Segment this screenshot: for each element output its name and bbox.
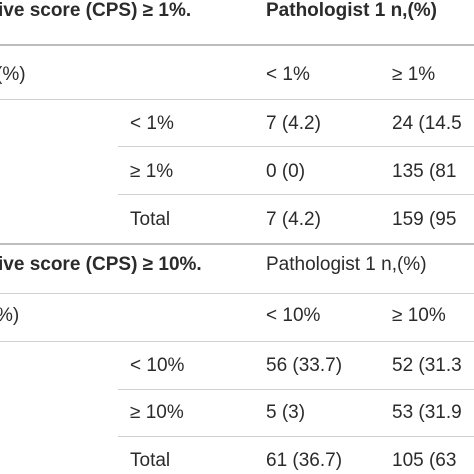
section1-total-cell2: 159 (95 bbox=[392, 209, 457, 230]
section2-total-label: Total bbox=[130, 450, 171, 471]
section1-pathologist-header: Pathologist 1 n,(%) bbox=[266, 0, 437, 21]
section2-row1-label: < 10% bbox=[130, 355, 185, 376]
section2-total-cell1: 61 (36.7) bbox=[266, 450, 343, 471]
section2-col-header-2: ≥ 10% bbox=[392, 305, 446, 326]
section1-col-header-2: ≥ 1% bbox=[392, 64, 436, 85]
section2-row2-divider bbox=[118, 436, 474, 437]
section2-row1-cell2: 52 (31.3 bbox=[392, 355, 462, 376]
section1-row-label-header: (%) bbox=[0, 64, 26, 85]
section1-header-divider bbox=[0, 44, 474, 46]
section2-row2-label: ≥ 10% bbox=[130, 402, 184, 423]
section2-row2-cell1: 5 (3) bbox=[266, 402, 306, 423]
section2-row1-divider bbox=[118, 389, 474, 390]
section2-row1-cell1: 56 (33.7) bbox=[266, 355, 343, 376]
section1-col-header-1: < 1% bbox=[266, 64, 310, 85]
section2-colheader-divider bbox=[0, 341, 474, 342]
section1-row2-cell2: 135 (81 bbox=[392, 161, 457, 182]
section1-row2-cell1: 0 (0) bbox=[266, 161, 306, 182]
section1-total-cell1: 7 (4.2) bbox=[266, 209, 321, 230]
section1-row1-cell1: 7 (4.2) bbox=[266, 113, 321, 134]
section2-row2-cell2: 53 (31.9 bbox=[392, 402, 462, 423]
section2-col-header-1: < 10% bbox=[266, 305, 321, 326]
section-separator bbox=[0, 243, 474, 245]
section2-row-label-header: %) bbox=[0, 305, 20, 326]
section1-colheader-divider bbox=[0, 99, 474, 100]
section2-title: ive score (CPS) ≥ 10%. bbox=[0, 254, 202, 275]
section2-total-cell2: 105 (63 bbox=[392, 450, 457, 471]
section2-header-divider bbox=[0, 293, 474, 294]
section1-row1-divider bbox=[118, 146, 474, 147]
section1-row1-label: < 1% bbox=[130, 113, 174, 134]
section2-pathologist-header: Pathologist 1 n,(%) bbox=[266, 254, 427, 275]
section1-row2-divider bbox=[118, 194, 474, 195]
section1-title: ive score (CPS) ≥ 1%. bbox=[0, 0, 192, 21]
section1-row2-label: ≥ 1% bbox=[130, 161, 174, 182]
section1-total-label: Total bbox=[130, 209, 171, 230]
section1-row1-cell2: 24 (14.5 bbox=[392, 113, 462, 134]
